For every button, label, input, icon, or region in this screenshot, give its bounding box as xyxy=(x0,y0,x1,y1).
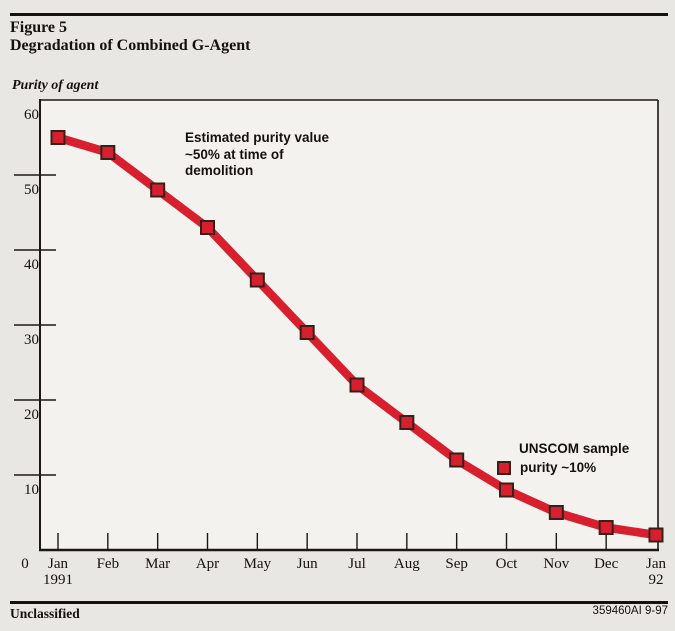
data-point-marker xyxy=(449,452,465,468)
figure-label: Figure 5 xyxy=(10,19,68,36)
data-point-marker xyxy=(499,482,514,498)
data-point-marker xyxy=(598,520,614,535)
square-marker-icon xyxy=(497,460,511,475)
data-point-marker xyxy=(150,182,166,198)
data-point-marker xyxy=(548,505,564,520)
data-point-marker xyxy=(200,220,215,235)
legend-entry-label: purity ~10% xyxy=(520,460,597,475)
document-number: 359460AI 9-97 xyxy=(592,605,668,617)
y-axis-title: Purity of agent xyxy=(12,78,99,93)
legend-entry: purity ~10% xyxy=(497,460,629,475)
data-point-marker xyxy=(299,325,315,340)
top-rule xyxy=(10,13,668,16)
data-point-marker xyxy=(399,415,415,430)
classification-marking: Unclassified xyxy=(10,606,80,621)
data-point-marker xyxy=(648,527,664,543)
data-line xyxy=(56,133,657,540)
bottom-rule xyxy=(10,601,668,604)
data-point-marker xyxy=(249,272,265,288)
data-point-marker xyxy=(100,145,116,160)
legend-title: UNSCOM sample xyxy=(519,441,630,456)
figure-title: Degradation of Combined G-Agent xyxy=(10,37,251,54)
chart-annotation: Estimated purity value ~50% at time of d… xyxy=(185,130,330,178)
data-point-marker xyxy=(50,130,66,145)
chart-legend: UNSCOM sample purity ~10% xyxy=(497,441,629,475)
data-point-marker xyxy=(349,377,365,393)
